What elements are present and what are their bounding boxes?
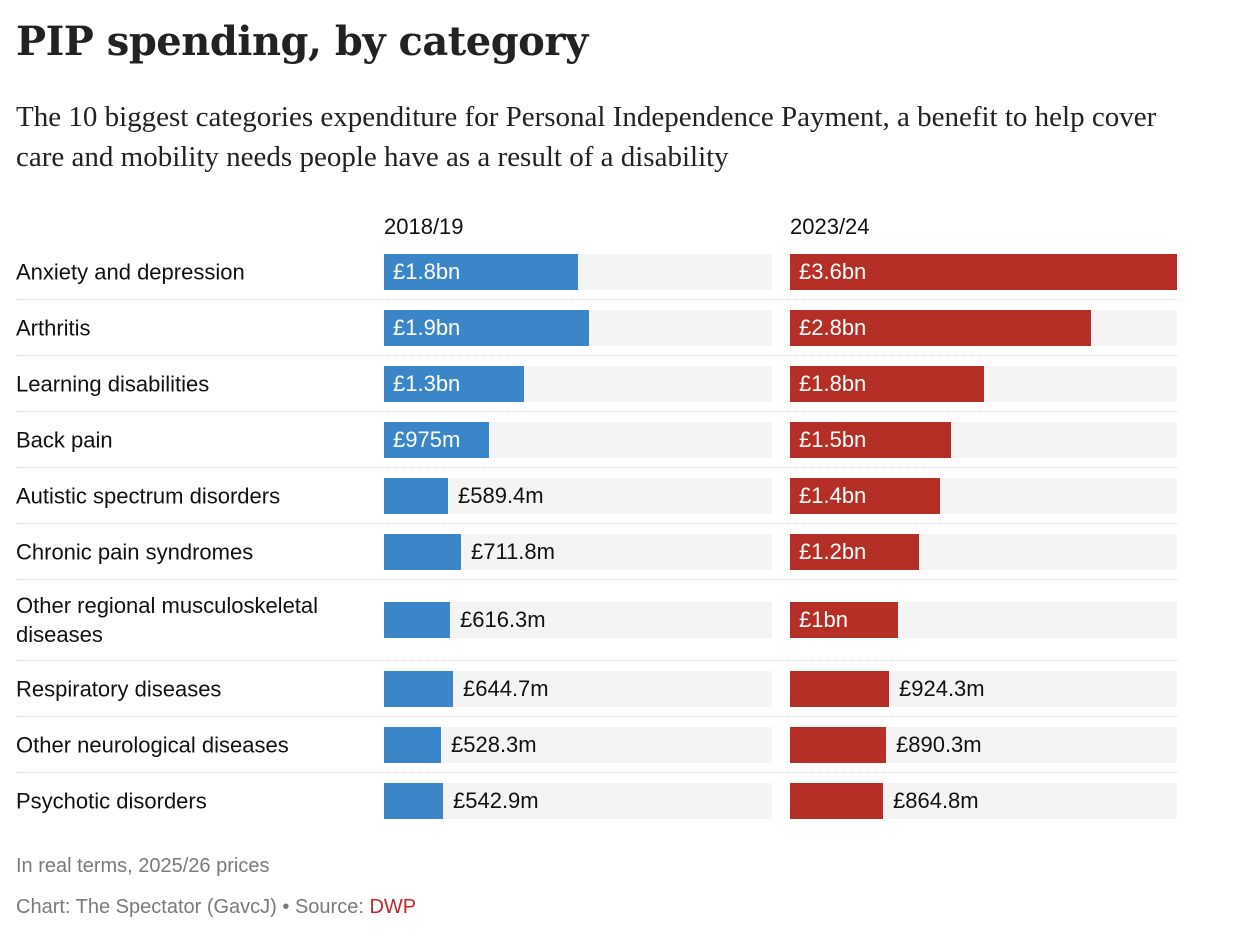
column-header-2018-19: 2018/19: [384, 214, 464, 239]
bar-track: £864.8m: [790, 782, 1177, 819]
bar-track: £1.4bn: [790, 477, 1177, 514]
bar-track: £1.3bn: [384, 365, 772, 402]
chart-credit: Chart: The Spectator (GavcJ) • Source: D…: [16, 896, 416, 919]
bar-2018-19[interactable]: [384, 726, 441, 763]
bar-2018-19[interactable]: [384, 421, 489, 458]
table-row: Other regional musculoskeletal diseases £…: [16, 580, 1178, 661]
category-label: Arthritis: [16, 315, 91, 340]
category-label: Autistic spectrum disorders: [16, 483, 281, 508]
bar-2018-19[interactable]: [384, 670, 453, 707]
table-row: Back pain £975m £1.5bn: [16, 412, 1178, 468]
data-label: £890.3m: [896, 731, 982, 757]
chart-subtitle: The 10 biggest categories expenditure fo…: [16, 101, 1157, 173]
data-label: £1.9bn: [393, 314, 461, 340]
bar-2018-19[interactable]: [384, 602, 450, 638]
bar-track: £890.3m: [790, 726, 1177, 763]
data-label: £616.3m: [460, 607, 546, 632]
bar-track: £1bn: [790, 602, 1177, 638]
prices-note: In real terms, 2025/26 prices: [16, 855, 270, 877]
chart-rows: Anxiety and depression £1.8bn £3.6bn Arthri…: [16, 244, 1178, 828]
bar-2023-24[interactable]: [790, 365, 984, 402]
data-label: £1bn: [799, 607, 848, 632]
column-header-2023-24: 2023/24: [790, 214, 870, 239]
bar-track: £616.3m: [384, 602, 772, 638]
data-label: £2.8bn: [799, 314, 867, 340]
category-label: Chronic pain syndromes: [16, 539, 254, 564]
bar-track: £711.8m: [384, 533, 772, 570]
chart-title: PIP spending, by category: [16, 18, 588, 65]
bar-2018-19[interactable]: [384, 309, 589, 346]
table-row: Autistic spectrum disorders £589.4m £1.4bn: [16, 468, 1178, 524]
bar-track: £924.3m: [790, 670, 1177, 707]
bar-track: £975m: [384, 421, 772, 458]
table-row: Other neurological diseases £528.3m £890.3…: [16, 717, 1178, 773]
bar-track: £589.4m: [384, 477, 772, 514]
data-label: £924.3m: [899, 675, 985, 701]
data-label: £3.6bn: [799, 258, 867, 284]
data-label: £1.2bn: [799, 538, 867, 564]
table-row: Psychotic disorders £542.9m £864.8m: [16, 773, 1178, 828]
category-label: Psychotic disorders: [16, 788, 207, 813]
data-label: £1.8bn: [393, 258, 461, 284]
bar-2023-24[interactable]: [790, 726, 886, 763]
data-label: £1.4bn: [799, 482, 867, 508]
category-label: Other regional musculoskeletal diseases: [16, 593, 319, 647]
bar-track: £644.7m: [384, 670, 772, 707]
bar-2023-24[interactable]: [790, 782, 883, 819]
bar-2018-19[interactable]: [384, 365, 524, 402]
data-label: £975m: [393, 426, 461, 452]
data-label: £1.5bn: [799, 426, 867, 452]
data-label: £1.3bn: [393, 370, 461, 396]
data-label: £711.8m: [471, 538, 555, 564]
bar-track: £1.8bn: [384, 253, 772, 290]
bar-track: £2.8bn: [790, 309, 1177, 346]
bar-2023-24[interactable]: [790, 309, 1091, 346]
data-label: £644.7m: [463, 675, 549, 701]
source-link[interactable]: DWP: [369, 896, 417, 918]
bar-2023-24[interactable]: [790, 602, 898, 638]
credit-text: Chart: The Spectator (GavcJ) • Source:: [16, 896, 370, 918]
bar-track: £1.9bn: [384, 309, 772, 346]
table-row: Arthritis £1.9bn £2.8bn: [16, 300, 1178, 356]
category-label: Anxiety and depression: [16, 259, 245, 284]
table-row: Learning disabilities £1.3bn £1.8bn: [16, 356, 1178, 412]
bar-2018-19[interactable]: [384, 782, 443, 819]
bar-track: £528.3m: [384, 726, 772, 763]
data-label: £1.8bn: [799, 370, 867, 396]
data-label: £528.3m: [451, 731, 537, 757]
category-label: Learning disabilities: [16, 371, 210, 396]
bar-track: £1.5bn: [790, 421, 1177, 458]
bar-2023-24[interactable]: [790, 477, 940, 514]
bar-track: £1.2bn: [790, 533, 1177, 570]
table-row: Anxiety and depression £1.8bn £3.6bn: [16, 244, 1178, 300]
bar-2018-19[interactable]: [384, 477, 448, 514]
bar-2023-24[interactable]: [790, 253, 1177, 290]
bar-2018-19[interactable]: [384, 533, 461, 570]
table-row: Respiratory diseases £644.7m £924.3m: [16, 661, 1178, 717]
data-label: £542.9m: [453, 787, 539, 813]
table-row: Chronic pain syndromes £711.8m £1.2bn: [16, 524, 1178, 580]
data-label: £864.8m: [893, 787, 979, 813]
bar-2023-24[interactable]: [790, 670, 889, 707]
bar-track: £1.8bn: [790, 365, 1177, 402]
bar-2018-19[interactable]: [384, 253, 578, 290]
bar-2023-24[interactable]: [790, 533, 919, 570]
category-label: Respiratory diseases: [16, 676, 222, 701]
category-label: Back pain: [16, 427, 113, 452]
bar-track: £3.6bn: [790, 253, 1177, 290]
bar-track: £542.9m: [384, 782, 772, 819]
category-label: Other neurological diseases: [16, 732, 289, 757]
data-label: £589.4m: [458, 482, 544, 508]
bar-2023-24[interactable]: [790, 421, 951, 458]
